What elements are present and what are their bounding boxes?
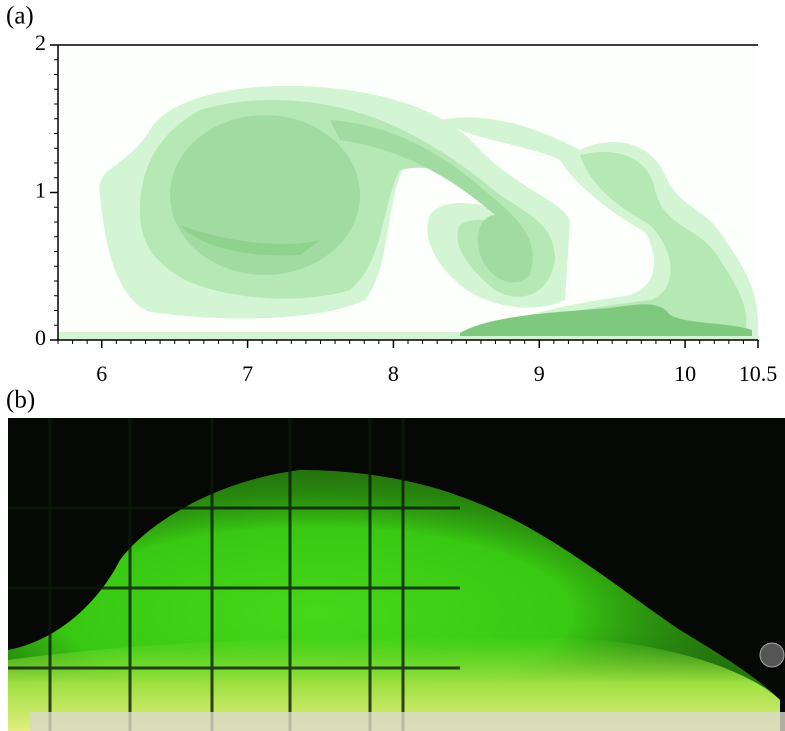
contour-inner <box>170 115 360 275</box>
current-base <box>8 636 780 731</box>
tank-floor <box>30 712 785 731</box>
panel-label: (b) <box>6 387 35 414</box>
y-tick-label: 1 <box>35 178 46 203</box>
x-tick-label: 6 <box>96 361 107 386</box>
x-tick-label: 8 <box>388 361 399 386</box>
contour-mid <box>480 151 747 333</box>
x-tick-label: 10.5 <box>739 361 778 386</box>
contour-plot <box>57 44 759 341</box>
tank-grid <box>8 418 460 731</box>
photograph <box>8 418 785 731</box>
panel-label: (a) <box>6 3 34 30</box>
y-tick-label: 2 <box>35 30 46 55</box>
x-tick-label: 7 <box>242 361 253 386</box>
contour-outer <box>58 332 758 340</box>
x-tick-label: 10 <box>674 361 696 386</box>
contour-inner <box>330 120 533 283</box>
x-tick-label: 9 <box>534 361 545 386</box>
contour-dark <box>460 304 752 336</box>
probe <box>759 642 785 668</box>
contour-dark <box>180 225 320 256</box>
y-tick-label: 0 <box>35 325 46 350</box>
